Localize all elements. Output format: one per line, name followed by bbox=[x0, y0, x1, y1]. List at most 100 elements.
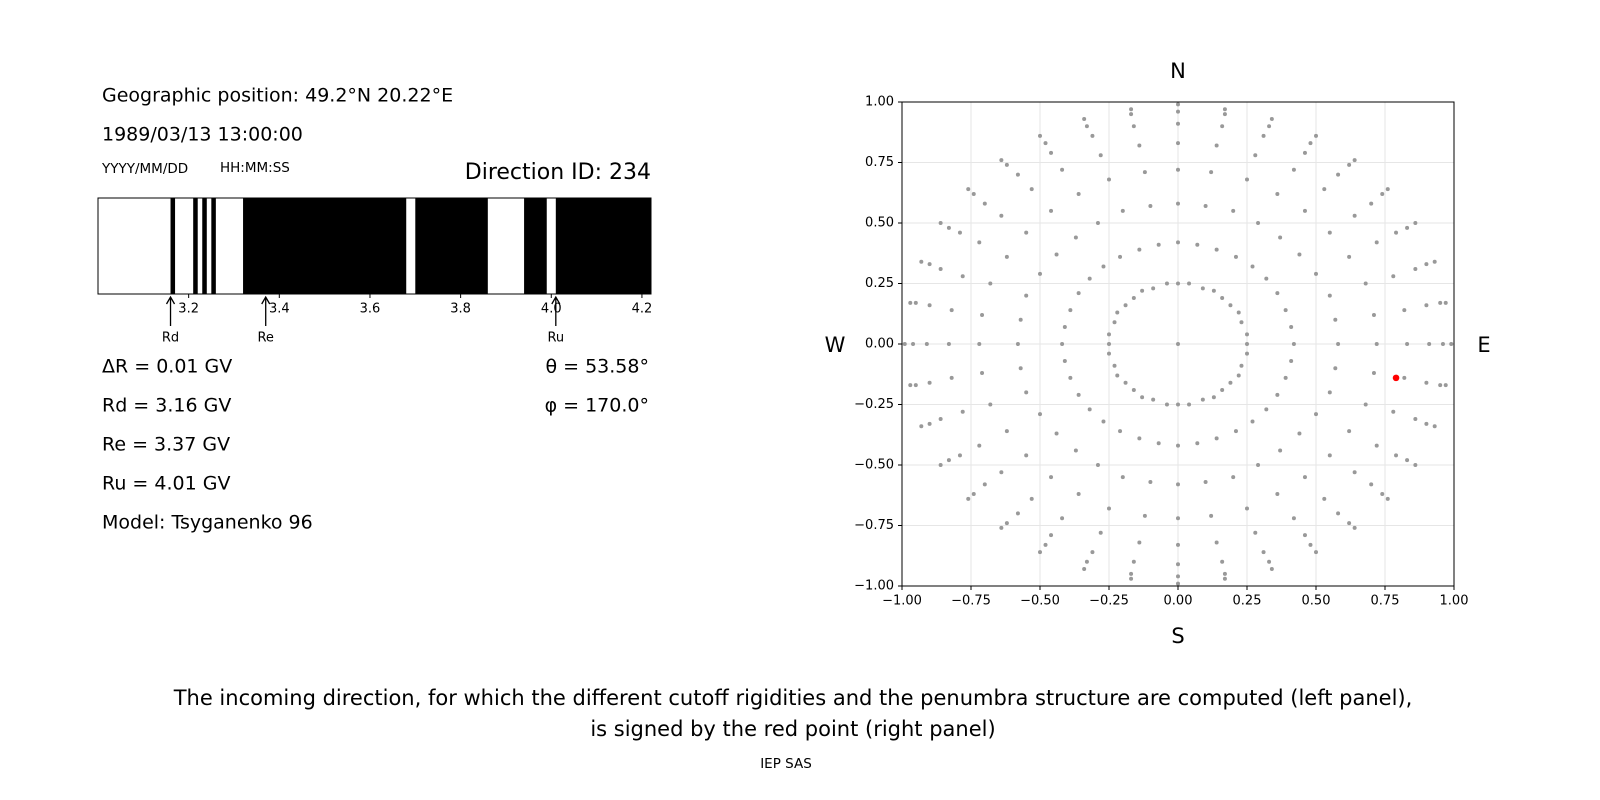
point bbox=[1352, 470, 1357, 475]
point bbox=[982, 201, 987, 206]
point bbox=[1176, 581, 1180, 586]
point bbox=[1176, 342, 1180, 346]
point bbox=[1137, 143, 1142, 148]
point bbox=[1214, 247, 1219, 252]
point bbox=[1024, 453, 1029, 458]
x-tick-label: −1.00 bbox=[882, 594, 922, 609]
penumbra-band bbox=[524, 198, 547, 294]
point bbox=[1264, 407, 1269, 412]
point bbox=[1443, 300, 1448, 305]
point bbox=[1440, 342, 1445, 346]
point bbox=[1443, 383, 1448, 388]
point bbox=[1084, 124, 1089, 129]
point bbox=[988, 281, 993, 286]
x-tick-label: 0.75 bbox=[1371, 594, 1400, 609]
point bbox=[1076, 191, 1081, 196]
point bbox=[977, 443, 982, 448]
point bbox=[1129, 576, 1134, 581]
point bbox=[1405, 342, 1410, 346]
point bbox=[1090, 133, 1095, 138]
point bbox=[946, 225, 951, 230]
y-tick-label: −0.25 bbox=[854, 397, 894, 412]
y-tick-label: 0.25 bbox=[865, 276, 894, 291]
point bbox=[1291, 342, 1296, 346]
point bbox=[902, 342, 907, 346]
point bbox=[1087, 407, 1092, 412]
point bbox=[924, 342, 929, 346]
point bbox=[1076, 291, 1081, 296]
compass-west: W bbox=[825, 333, 846, 357]
point bbox=[1374, 443, 1379, 448]
point bbox=[1004, 429, 1009, 434]
point bbox=[1209, 170, 1214, 175]
point bbox=[1195, 242, 1200, 247]
compass-east: E bbox=[1477, 333, 1490, 357]
point bbox=[949, 308, 954, 313]
compass-north: N bbox=[1170, 59, 1186, 83]
penumbra-band bbox=[211, 198, 216, 294]
point bbox=[1283, 308, 1288, 313]
point bbox=[1264, 276, 1269, 281]
point bbox=[1275, 291, 1280, 296]
point bbox=[1424, 262, 1429, 267]
point bbox=[1322, 187, 1327, 192]
point bbox=[1131, 387, 1136, 392]
point bbox=[1302, 208, 1307, 213]
y-tick-label: 0.00 bbox=[865, 337, 894, 352]
point bbox=[1380, 492, 1385, 497]
point bbox=[1347, 429, 1352, 434]
point bbox=[1250, 419, 1255, 424]
point bbox=[1140, 288, 1145, 293]
penumbra-band bbox=[170, 198, 176, 294]
point bbox=[1222, 112, 1227, 117]
point bbox=[1115, 373, 1120, 378]
point bbox=[1314, 133, 1318, 138]
point bbox=[1142, 513, 1147, 518]
point bbox=[1438, 383, 1443, 388]
point bbox=[927, 262, 932, 267]
point bbox=[1068, 375, 1073, 380]
point bbox=[1176, 281, 1180, 286]
y-tick-label: 1.00 bbox=[865, 95, 894, 110]
point bbox=[1261, 133, 1266, 138]
point bbox=[1151, 286, 1156, 291]
point bbox=[1245, 177, 1249, 182]
point bbox=[1131, 124, 1136, 129]
point bbox=[1394, 230, 1399, 235]
point bbox=[999, 158, 1004, 163]
point bbox=[1015, 342, 1020, 346]
point bbox=[1380, 191, 1385, 196]
point bbox=[1101, 264, 1106, 269]
compass-south: S bbox=[1171, 624, 1184, 648]
penumbra-band bbox=[243, 198, 407, 294]
x-tick-label: −0.50 bbox=[1020, 594, 1060, 609]
point bbox=[1297, 252, 1302, 257]
point bbox=[1203, 479, 1208, 484]
point bbox=[1336, 172, 1341, 177]
point bbox=[1024, 230, 1029, 235]
point bbox=[1176, 562, 1180, 567]
point bbox=[1391, 409, 1396, 414]
point bbox=[1098, 530, 1103, 535]
x-tick-label: 3.6 bbox=[360, 302, 381, 317]
point bbox=[1142, 170, 1147, 175]
point bbox=[1073, 235, 1078, 240]
point bbox=[1043, 542, 1048, 547]
point bbox=[1118, 429, 1123, 434]
point bbox=[1038, 550, 1042, 555]
point bbox=[1200, 286, 1205, 291]
point bbox=[977, 240, 982, 245]
point bbox=[1120, 475, 1125, 480]
point bbox=[1391, 274, 1396, 279]
cutoff-arrow bbox=[165, 295, 176, 326]
point bbox=[1211, 395, 1216, 400]
point bbox=[1314, 412, 1318, 417]
y-tick-label: 0.50 bbox=[865, 216, 894, 231]
arrow bbox=[261, 295, 271, 326]
point bbox=[1015, 511, 1020, 516]
point bbox=[971, 191, 976, 196]
point bbox=[1369, 201, 1374, 206]
cutoff-name: Re bbox=[257, 331, 273, 346]
point bbox=[1137, 436, 1142, 441]
x-tick-label: 1.00 bbox=[1440, 594, 1469, 609]
